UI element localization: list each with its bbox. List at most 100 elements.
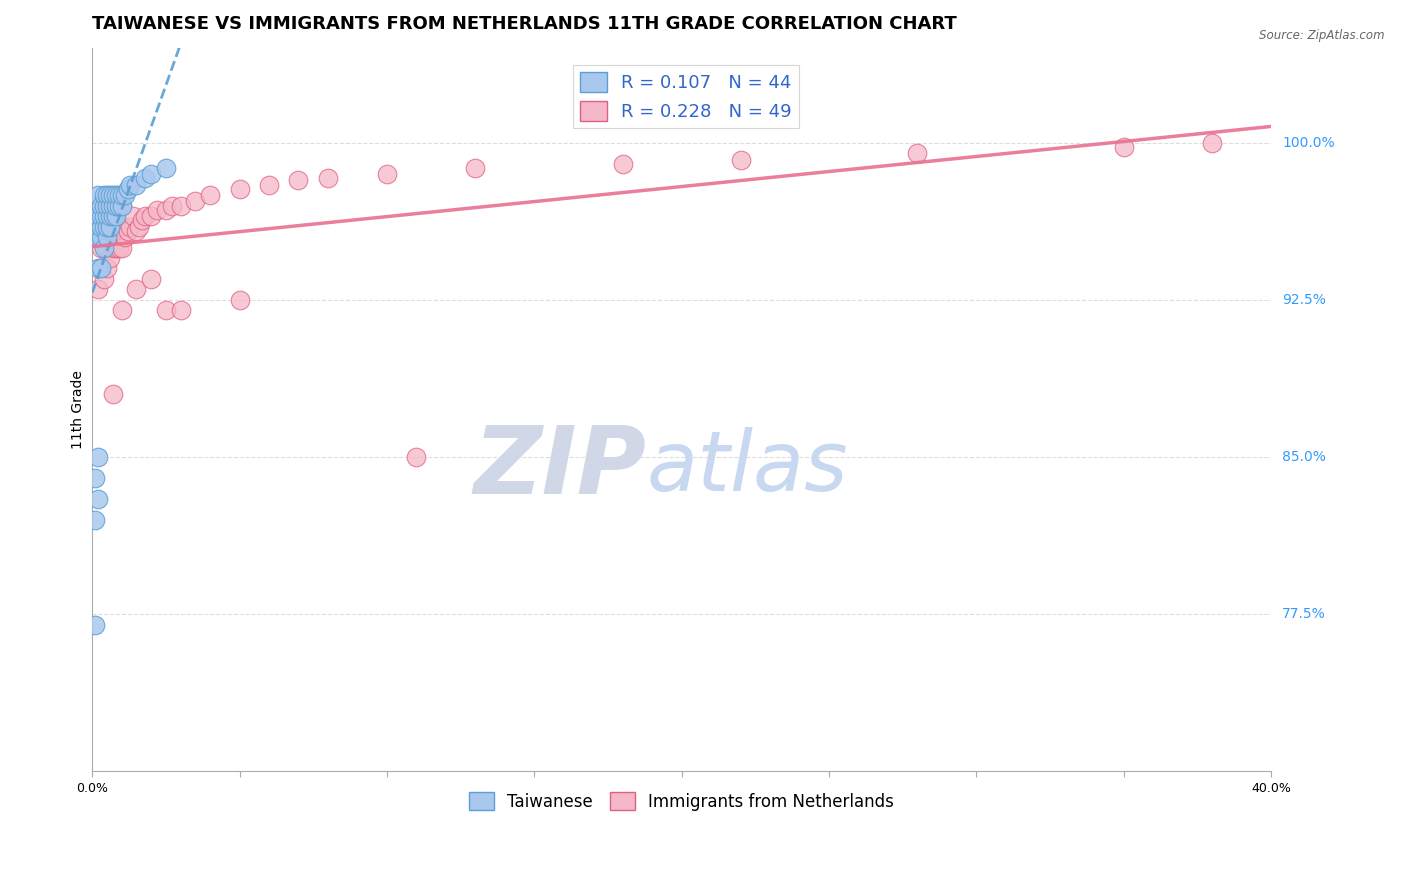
- Legend: Taiwanese, Immigrants from Netherlands: Taiwanese, Immigrants from Netherlands: [463, 786, 901, 817]
- Point: [90, 230, 112, 244]
- Point: [120, 178, 142, 192]
- Point: [111, 219, 134, 234]
- Point: [87, 450, 110, 464]
- Point: [96, 261, 118, 276]
- Point: [111, 240, 134, 254]
- Point: [228, 182, 250, 196]
- Point: [90, 261, 112, 276]
- Point: [96, 209, 118, 223]
- Point: [139, 272, 162, 286]
- Point: [114, 188, 136, 202]
- Point: [316, 171, 339, 186]
- Point: [1112, 140, 1135, 154]
- Point: [111, 188, 134, 202]
- Point: [104, 198, 127, 212]
- Point: [96, 198, 118, 212]
- Point: [107, 188, 129, 202]
- Point: [98, 219, 121, 234]
- Point: [198, 188, 221, 202]
- Point: [104, 219, 127, 234]
- Point: [114, 230, 136, 244]
- Point: [98, 188, 121, 202]
- Point: [131, 213, 153, 227]
- Point: [287, 173, 309, 187]
- Text: TAIWANESE VS IMMIGRANTS FROM NETHERLANDS 11TH GRADE CORRELATION CHART: TAIWANESE VS IMMIGRANTS FROM NETHERLANDS…: [93, 15, 957, 33]
- Point: [101, 202, 124, 217]
- Point: [134, 209, 156, 223]
- Point: [125, 282, 148, 296]
- Point: [87, 261, 110, 276]
- Point: [160, 198, 183, 212]
- Point: [98, 209, 121, 223]
- Point: [93, 219, 115, 234]
- Point: [257, 178, 280, 192]
- Point: [107, 219, 129, 234]
- Y-axis label: 11th Grade: 11th Grade: [72, 370, 86, 450]
- Point: [117, 224, 139, 238]
- Point: [111, 198, 134, 212]
- Point: [96, 219, 118, 234]
- Point: [125, 178, 148, 192]
- Point: [101, 387, 124, 401]
- Point: [84, 513, 107, 527]
- Point: [120, 219, 142, 234]
- Point: [90, 219, 112, 234]
- Point: [117, 182, 139, 196]
- Point: [96, 188, 118, 202]
- Point: [87, 230, 110, 244]
- Point: [184, 194, 207, 209]
- Point: [90, 198, 112, 212]
- Point: [90, 240, 112, 254]
- Point: [84, 617, 107, 632]
- Point: [155, 303, 177, 318]
- Point: [169, 303, 191, 318]
- Point: [90, 209, 112, 223]
- Point: [139, 209, 162, 223]
- Point: [101, 224, 124, 238]
- Text: 92.5%: 92.5%: [1282, 293, 1326, 307]
- Point: [98, 251, 121, 265]
- Point: [96, 240, 118, 254]
- Point: [87, 209, 110, 223]
- Point: [905, 146, 928, 161]
- Point: [169, 198, 191, 212]
- Point: [84, 471, 107, 485]
- Point: [375, 167, 398, 181]
- Text: atlas: atlas: [647, 427, 848, 508]
- Point: [96, 209, 118, 223]
- Point: [134, 171, 156, 186]
- Point: [111, 198, 134, 212]
- Point: [98, 198, 121, 212]
- Point: [87, 491, 110, 506]
- Point: [93, 188, 115, 202]
- Point: [87, 188, 110, 202]
- Point: [146, 202, 169, 217]
- Point: [101, 209, 124, 223]
- Point: [84, 219, 107, 234]
- Point: [84, 198, 107, 212]
- Point: [93, 209, 115, 223]
- Point: [98, 230, 121, 244]
- Point: [87, 219, 110, 234]
- Point: [98, 209, 121, 223]
- Point: [464, 161, 486, 175]
- Point: [139, 167, 162, 181]
- Point: [612, 157, 634, 171]
- Point: [104, 188, 127, 202]
- Point: [93, 198, 115, 212]
- Text: 100.0%: 100.0%: [1282, 136, 1334, 150]
- Point: [101, 240, 124, 254]
- Point: [87, 282, 110, 296]
- Point: [228, 293, 250, 307]
- Point: [128, 219, 150, 234]
- Point: [107, 198, 129, 212]
- Point: [101, 198, 124, 212]
- Point: [125, 224, 148, 238]
- Point: [730, 153, 752, 167]
- Point: [104, 198, 127, 212]
- Point: [405, 450, 427, 464]
- Text: 77.5%: 77.5%: [1282, 607, 1326, 621]
- Text: Source: ZipAtlas.com: Source: ZipAtlas.com: [1260, 29, 1385, 42]
- Point: [90, 261, 112, 276]
- Text: ZIP: ZIP: [474, 422, 647, 514]
